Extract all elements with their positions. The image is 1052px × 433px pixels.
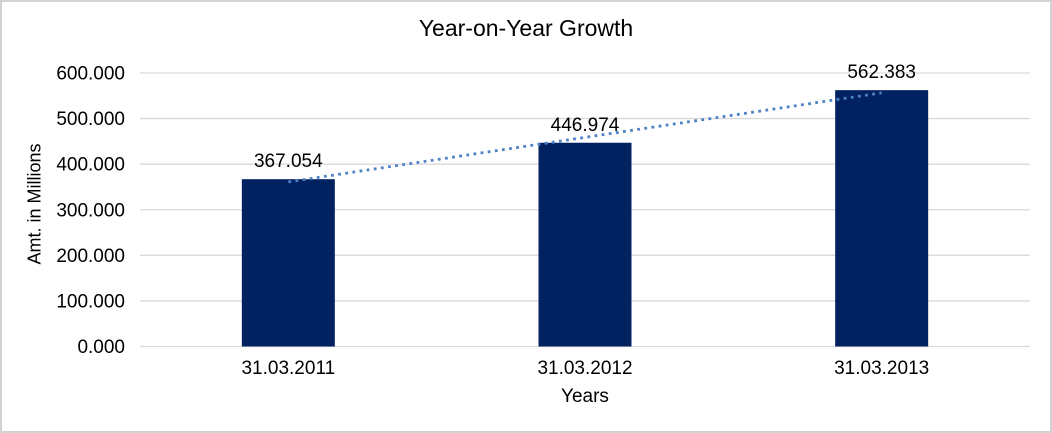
x-category-label: 31.03.2011	[241, 358, 335, 379]
y-tick-label: 500.000	[56, 109, 125, 130]
y-tick-label: 200.000	[56, 246, 125, 267]
y-tick-label: 400.000	[56, 155, 125, 176]
x-category-label: 31.03.2013	[834, 358, 929, 379]
x-category-label: 31.03.2012	[537, 358, 632, 379]
y-tick-label: 100.000	[56, 291, 125, 312]
bar-data-label: 367.054	[254, 151, 323, 172]
y-tick-label: 600.000	[56, 64, 125, 85]
bar-data-label: 562.383	[847, 62, 916, 83]
bar	[241, 179, 335, 347]
bar	[835, 90, 929, 347]
bar	[538, 142, 632, 347]
y-tick-label: 300.000	[56, 200, 125, 221]
x-axis-title: Years	[561, 386, 609, 407]
y-tick-label: 0.000	[77, 337, 125, 358]
bar-data-label: 446.974	[551, 115, 620, 136]
chart-title: Year-on-Year Growth	[418, 15, 634, 41]
